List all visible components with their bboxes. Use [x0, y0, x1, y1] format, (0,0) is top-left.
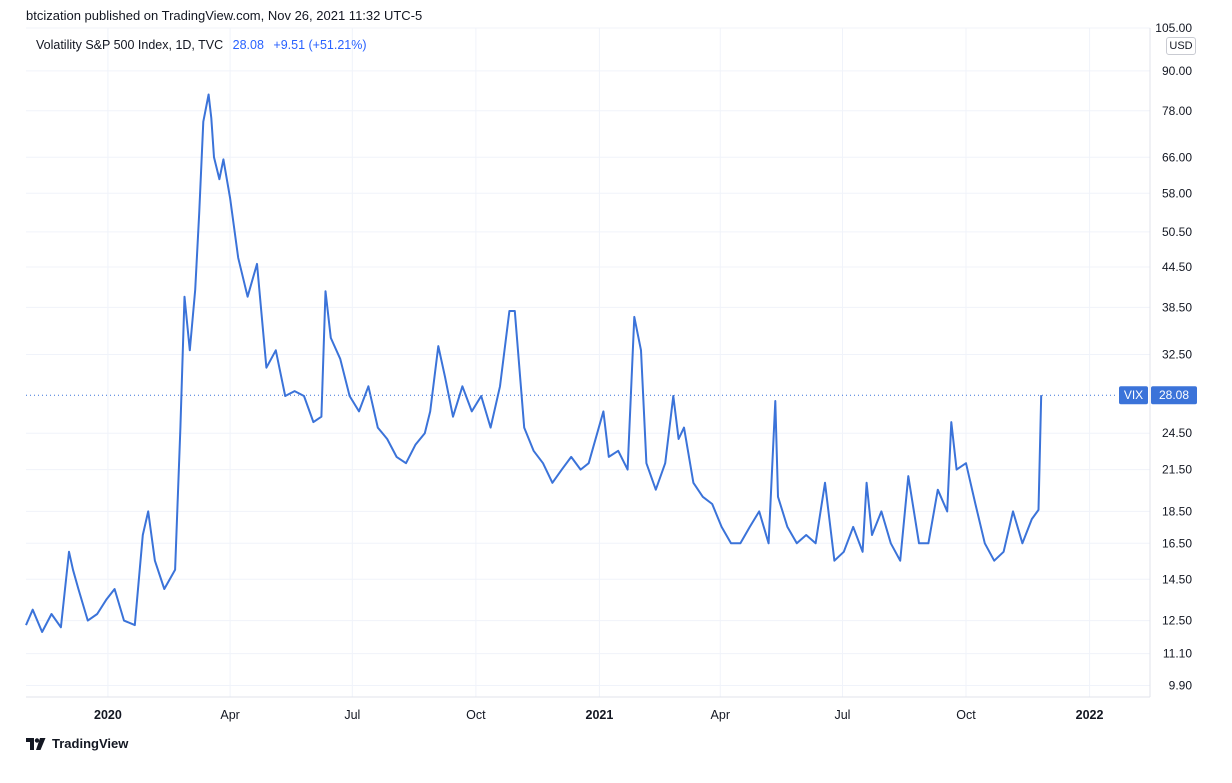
time-tick-label: 2021	[586, 708, 614, 722]
published-info: btcization published on TradingView.com,…	[26, 8, 423, 23]
legend-last-value: 28.08	[232, 38, 264, 52]
time-tick-label: 2020	[94, 708, 122, 722]
price-tick-label: 12.50	[1162, 614, 1192, 628]
price-tick-label: 21.50	[1162, 463, 1192, 477]
time-tick-label: 2022	[1076, 708, 1104, 722]
symbol-legend[interactable]: Volatility S&P 500 Index, 1D, TVC 28.08 …	[36, 38, 367, 52]
symbol-tag-bg	[1119, 386, 1148, 405]
price-tick-label: 32.50	[1162, 348, 1192, 362]
currency-button[interactable]: USD	[1166, 37, 1196, 55]
price-tick-label: 9.90	[1169, 679, 1193, 693]
price-tick-label: 44.50	[1162, 260, 1192, 274]
time-tick-label: Oct	[956, 708, 976, 722]
time-axis[interactable]: 2020 Apr Jul Oct 2021 Apr Jul Oct 2022	[94, 708, 1104, 722]
price-tick-label: 38.50	[1162, 300, 1192, 314]
price-axis[interactable]: 105.00 90.00 78.00 66.00 58.00 50.50 44.50 38.5…	[1155, 21, 1192, 693]
value-tag-bg	[1151, 386, 1197, 405]
price-tick-label: 58.00	[1162, 186, 1192, 200]
price-tick-label: 78.00	[1162, 104, 1192, 118]
brand-name: TradingView	[52, 736, 129, 751]
price-tick-label: 50.50	[1162, 225, 1192, 239]
time-tick-label: Apr	[711, 708, 730, 722]
legend-symbol: Volatility S&P 500 Index, 1D, TVC	[36, 38, 224, 52]
price-tick-label: 105.00	[1155, 21, 1192, 35]
last-price-tag: VIX 28.08	[1119, 386, 1197, 405]
vix-series-line[interactable]	[25, 93, 1043, 633]
time-tick-label: Oct	[466, 708, 486, 722]
grid-lines	[26, 27, 1150, 697]
tradingview-logo[interactable]: TradingView	[26, 736, 128, 751]
price-tick-label: 24.50	[1162, 426, 1192, 440]
price-tick-label: 16.50	[1162, 536, 1192, 550]
symbol-tag-label: VIX	[1124, 388, 1143, 402]
tradingview-logo-icon	[26, 737, 46, 750]
price-tick-label: 18.50	[1162, 504, 1192, 518]
time-tick-label: Apr	[220, 708, 239, 722]
price-tick-label: 14.50	[1162, 572, 1192, 586]
price-tick-label: 66.00	[1162, 150, 1192, 164]
legend-change: +9.51 (+51.21%)	[273, 38, 367, 52]
price-tick-label: 11.10	[1163, 647, 1192, 661]
time-tick-label: Jul	[834, 708, 850, 722]
time-tick-label: Jul	[344, 708, 360, 722]
price-tick-label: 90.00	[1162, 64, 1192, 78]
value-tag-label: 28.08	[1159, 388, 1189, 402]
plot-area[interactable]	[25, 93, 1118, 633]
axes	[26, 28, 1151, 698]
